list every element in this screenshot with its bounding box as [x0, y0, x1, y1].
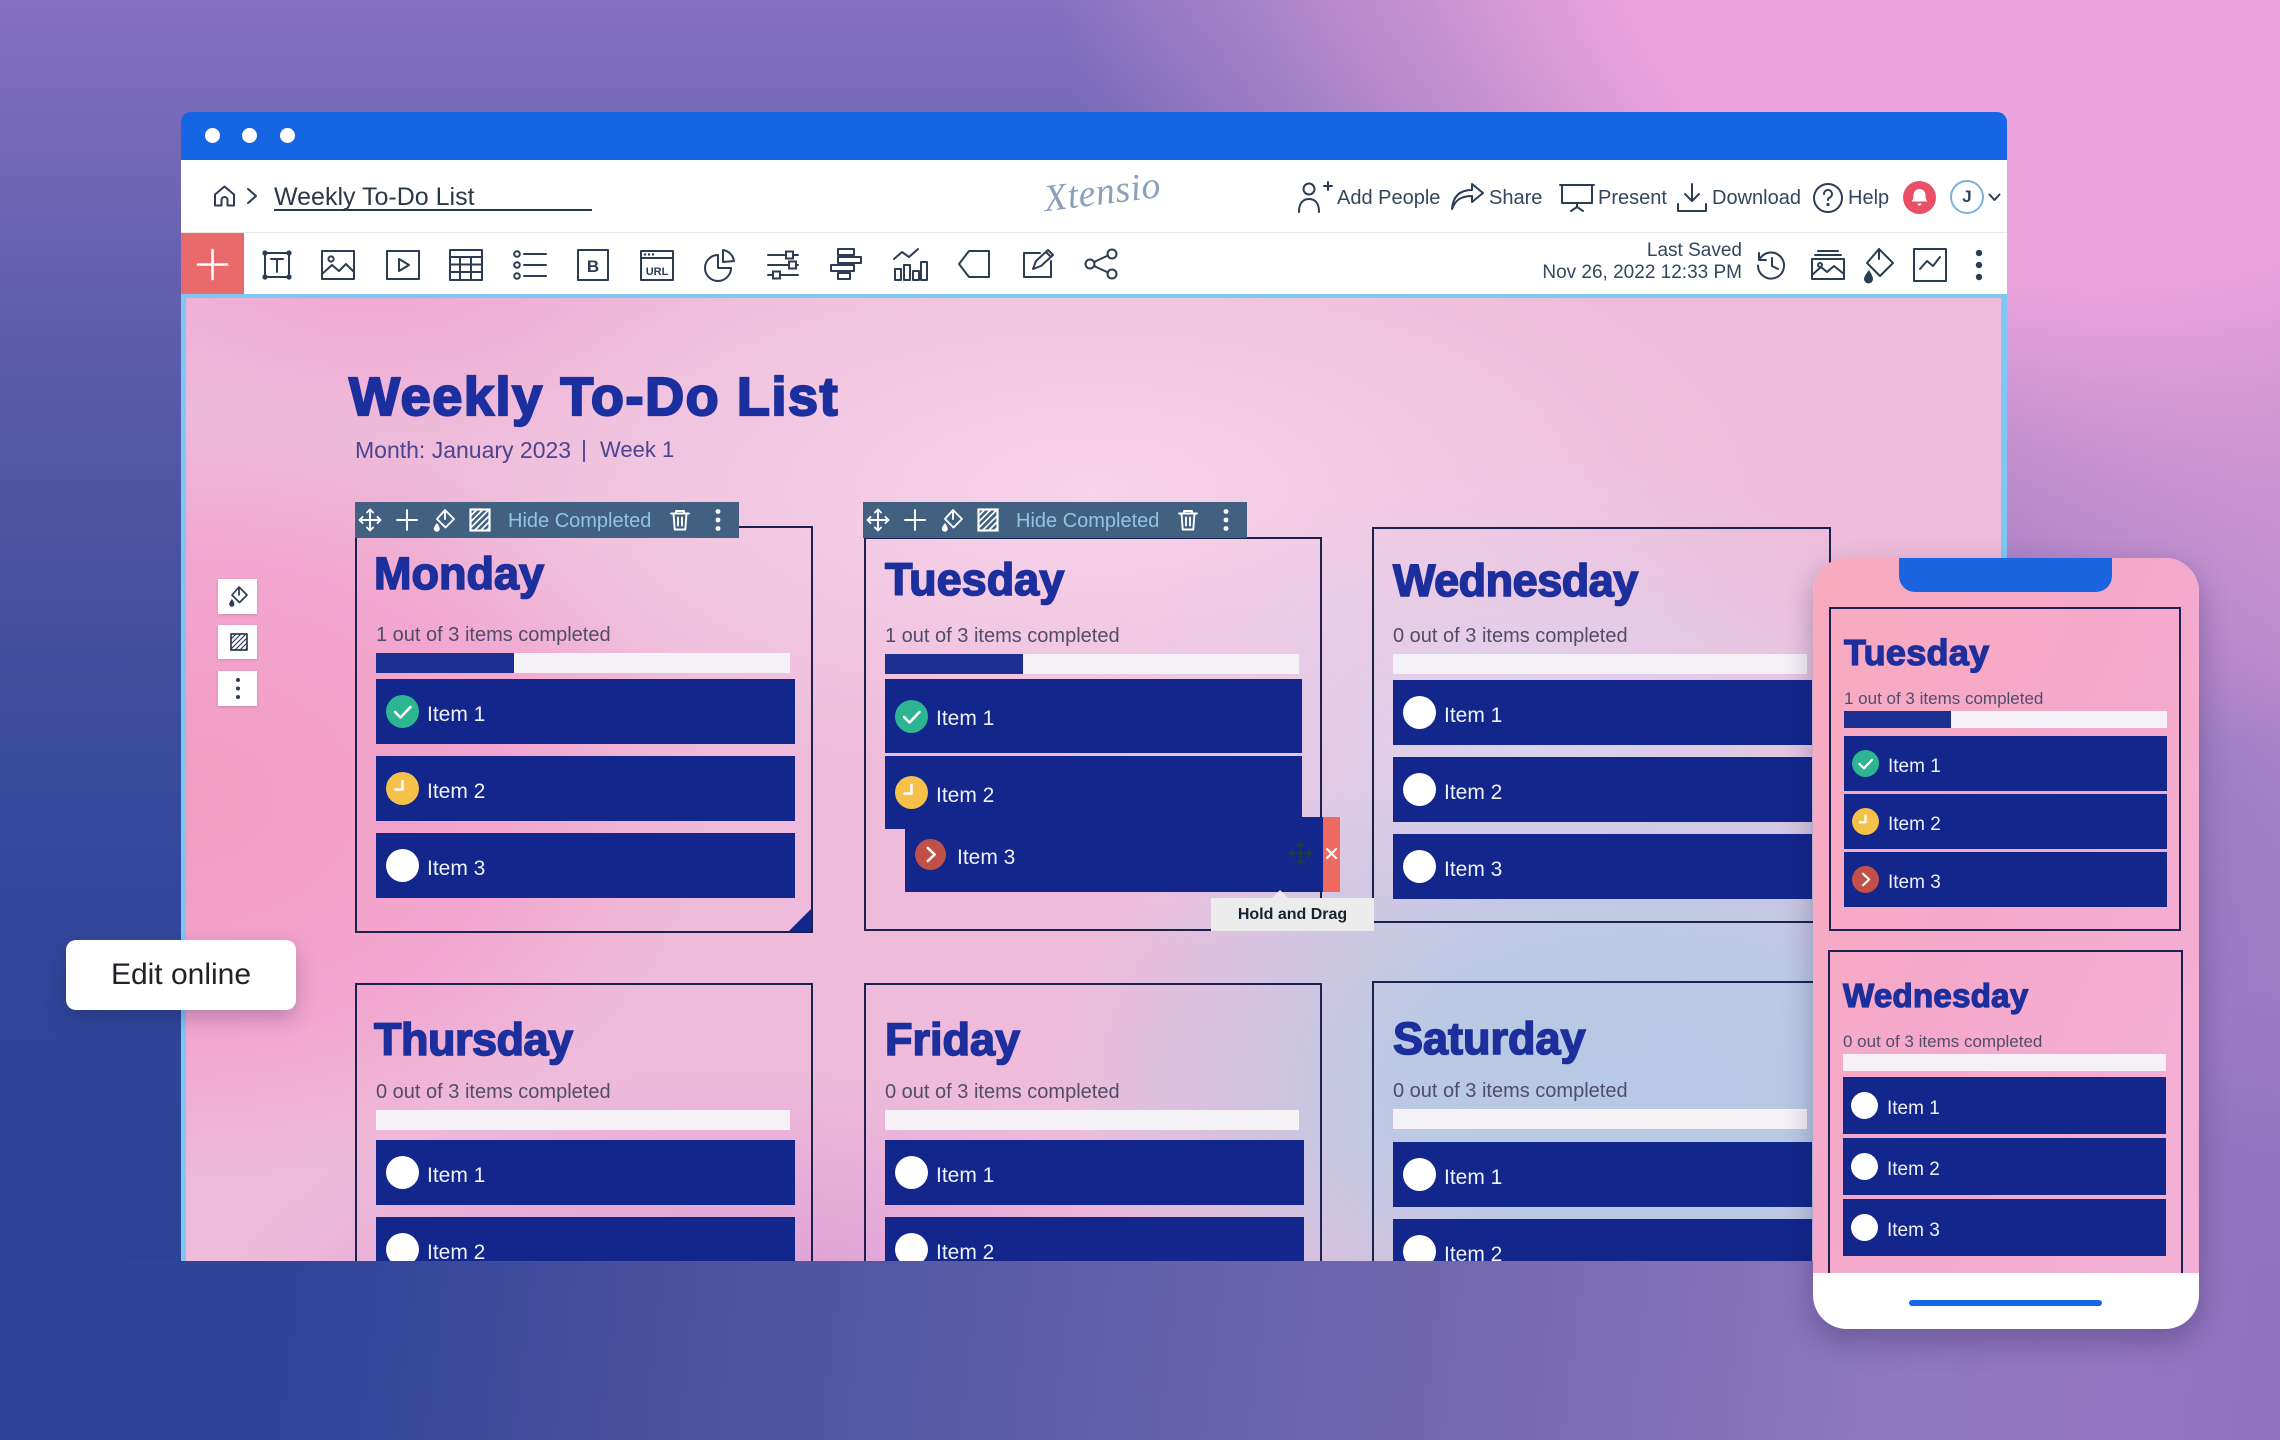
svg-text:B: B: [587, 257, 599, 276]
svg-text:URL: URL: [646, 266, 669, 278]
